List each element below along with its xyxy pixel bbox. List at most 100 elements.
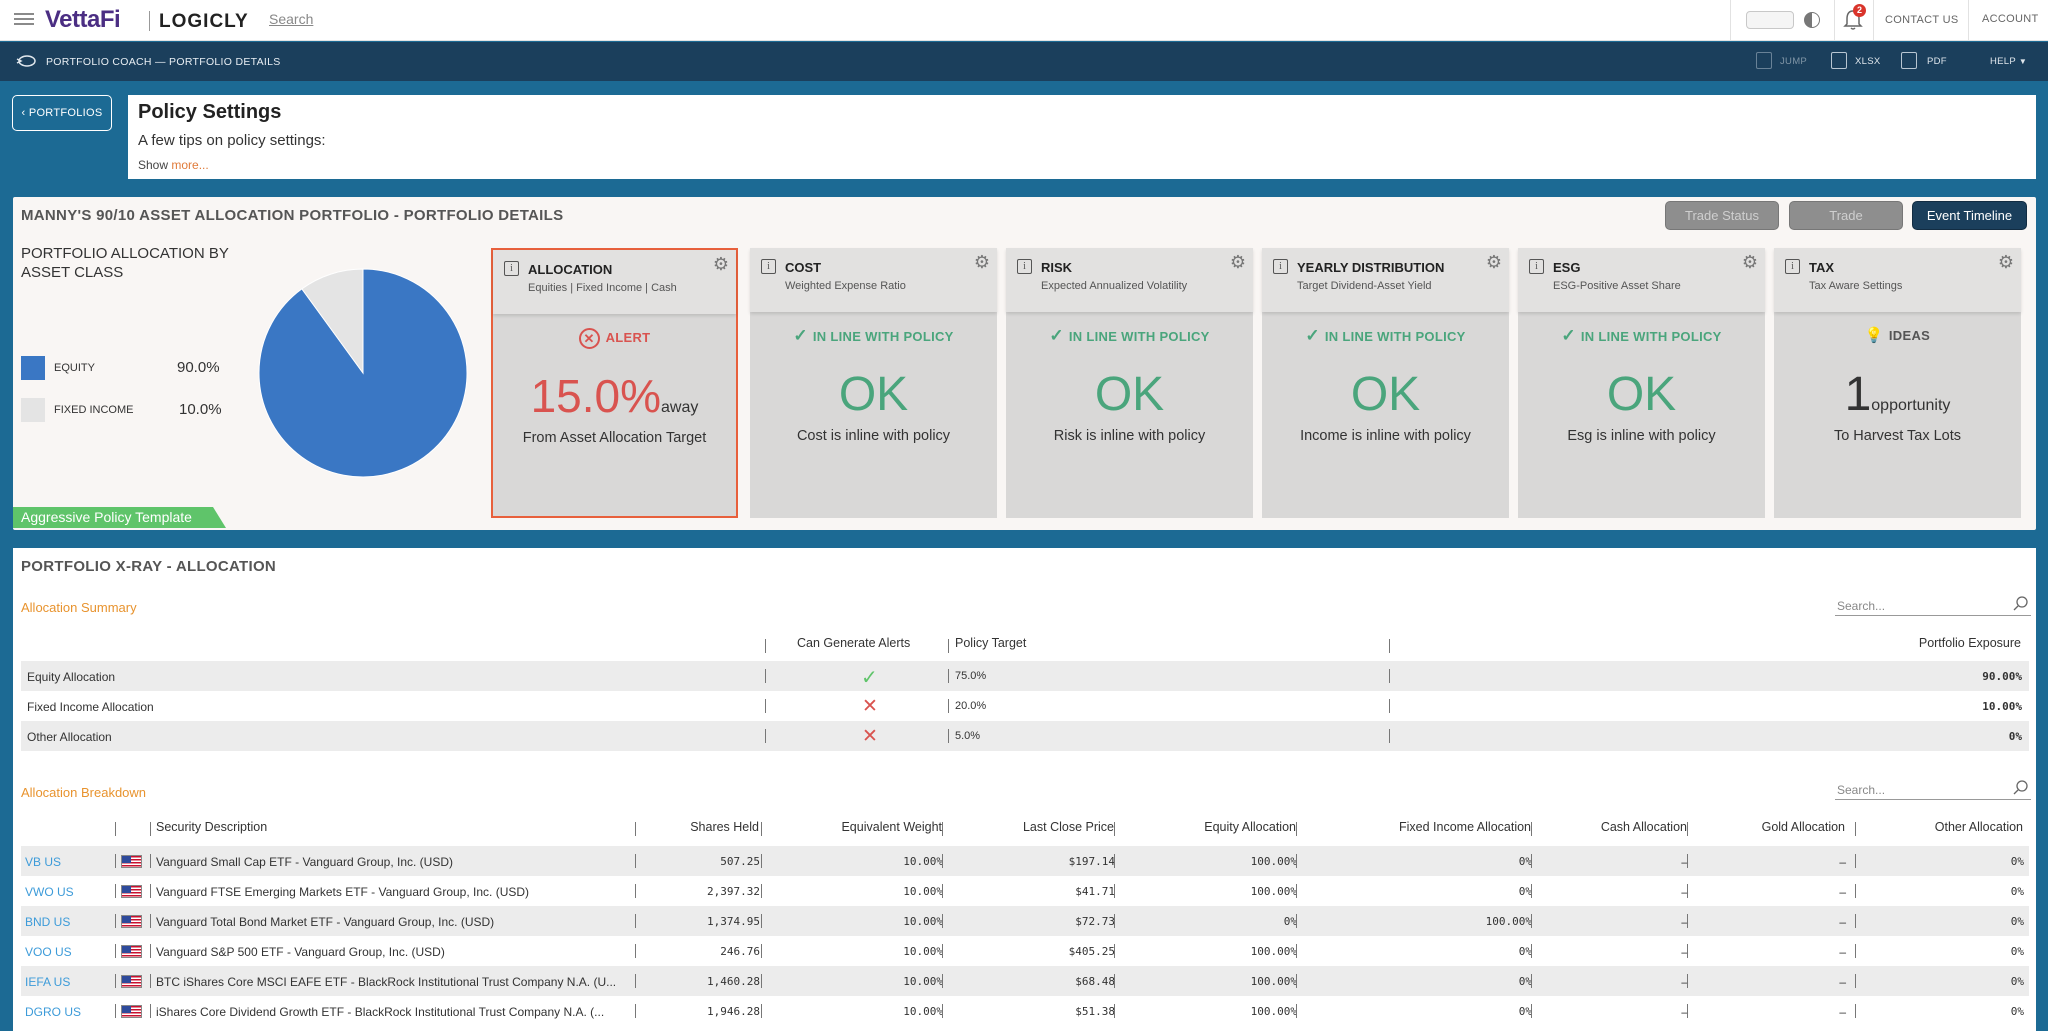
equivalent-weight: 10.00% [903, 885, 943, 898]
jump-link[interactable]: JUMP [1780, 56, 1808, 67]
info-icon[interactable]: i [761, 259, 776, 274]
pdf-icon[interactable] [1901, 52, 1917, 69]
policy-template-tag[interactable]: Aggressive Policy Template [13, 507, 226, 528]
ticker-link[interactable]: VWO US [25, 885, 74, 899]
table-row[interactable]: BND US Vanguard Total Bond Market ETF - … [21, 906, 2029, 936]
info-icon[interactable]: i [504, 261, 519, 276]
column-divider [948, 639, 949, 653]
table-row[interactable]: DGRO US iShares Core Dividend Growth ETF… [21, 996, 2029, 1026]
info-icon[interactable]: i [1273, 259, 1288, 274]
logo-product[interactable]: LOGICLY [159, 11, 249, 32]
card-allocation[interactable]: i ALLOCATION Equities | Fixed Income | C… [491, 248, 738, 518]
shares-held: 1,946.28 [707, 1005, 760, 1018]
allocation-breakdown-heading: Allocation Breakdown [21, 785, 147, 800]
table-row[interactable]: Equity Allocation ✓ 75.0% 90.00% [21, 661, 2029, 691]
back-to-portfolios-button[interactable]: ‹ PORTFOLIOS [12, 95, 112, 131]
xlsx-export-link[interactable]: XLSX [1855, 56, 1881, 67]
search-icon[interactable] [2013, 596, 2029, 612]
pie-slice-fixed-income[interactable] [301, 268, 364, 375]
event-timeline-button[interactable]: Event Timeline [1912, 201, 2027, 230]
account-link[interactable]: ACCOUNT [1982, 13, 2039, 25]
ticker-link[interactable]: VOO US [25, 945, 72, 959]
gear-icon[interactable]: ⚙ [1741, 252, 1758, 272]
ticker-link[interactable]: VB US [25, 855, 62, 869]
logo-brand[interactable]: VettaFi [45, 6, 121, 33]
header-shares-held[interactable]: Shares Held [690, 820, 759, 834]
global-search[interactable]: Search [269, 11, 314, 27]
breakdown-search[interactable]: Search... [1835, 780, 2031, 800]
gear-icon[interactable]: ⚙ [1229, 252, 1246, 272]
last-close-price: $72.73 [1075, 915, 1115, 928]
header-security-description[interactable]: Security Description [156, 820, 268, 834]
table-row[interactable]: Other Allocation ✕ 5.0% 0% [21, 721, 2029, 751]
header-last-close-price[interactable]: Last Close Price [1022, 820, 1114, 834]
trade-button[interactable]: Trade [1789, 201, 1903, 230]
card-status: 💡 IDEAS [1774, 326, 2021, 344]
table-row[interactable]: Fixed Income Allocation ✕ 20.0% 10.00% [21, 691, 2029, 721]
fixed-income-allocation: 100.00% [1485, 915, 1532, 928]
card-title: ESG [1553, 260, 1581, 275]
column-divider [1687, 1004, 1688, 1018]
header-other-allocation[interactable]: Other Allocation [1934, 820, 2023, 834]
theme-toggle[interactable] [1746, 11, 1794, 29]
equivalent-weight: 10.00% [903, 855, 943, 868]
card-subtitle: Target Dividend-Asset Yield [1297, 280, 1432, 292]
header-equity-allocation[interactable]: Equity Allocation [1204, 820, 1296, 834]
gear-icon[interactable]: ⚙ [1485, 252, 1502, 272]
info-icon[interactable]: i [1017, 259, 1032, 274]
info-icon[interactable]: i [1529, 259, 1544, 274]
card-subtitle: Equities | Fixed Income | Cash [528, 282, 677, 294]
card-risk[interactable]: i RISK Expected Annualized Volatility ⚙ … [1006, 248, 1253, 518]
summary-search[interactable]: Search... [1835, 596, 2031, 616]
more-link[interactable]: more... [171, 158, 209, 172]
card-tax[interactable]: i TAX Tax Aware Settings ⚙ 💡 IDEAS 1oppor… [1774, 248, 2021, 518]
column-divider [1531, 854, 1532, 868]
cash-allocation: – [1681, 885, 1688, 899]
legend-swatch-equity [21, 356, 45, 380]
column-divider [150, 944, 151, 958]
column-divider [1389, 699, 1390, 713]
pdf-export-link[interactable]: PDF [1927, 56, 1947, 67]
equity-allocation: 100.00% [1250, 885, 1297, 898]
header-fixed-income-allocation[interactable]: Fixed Income Allocation [1398, 820, 1531, 834]
trade-status-button[interactable]: Trade Status [1665, 201, 1779, 230]
header-policy-target[interactable]: Policy Target [955, 636, 1027, 650]
ticker-link[interactable]: DGRO US [25, 1005, 82, 1019]
card-yearly-distribution[interactable]: i YEARLY DISTRIBUTION Target Dividend-As… [1262, 248, 1509, 518]
legend-value-fixed-income: 10.0% [179, 401, 222, 418]
equity-allocation: 100.00% [1250, 975, 1297, 988]
contact-us-link[interactable]: CONTACT US [1885, 14, 1959, 26]
card-esg[interactable]: i ESG ESG-Positive Asset Share ⚙ ✓ IN LIN… [1518, 248, 1765, 518]
column-divider [942, 974, 943, 988]
table-row[interactable]: VWO US Vanguard FTSE Emerging Markets ET… [21, 876, 2029, 906]
header-cash-allocation[interactable]: Cash Allocation [1600, 820, 1687, 834]
coach-icon [16, 55, 36, 67]
menu-icon[interactable] [14, 10, 34, 30]
ticker-link[interactable]: BND US [25, 915, 71, 929]
header-gold-allocation[interactable]: Gold Allocation [1761, 820, 1845, 834]
gear-icon[interactable]: ⚙ [712, 254, 729, 274]
column-divider [1296, 884, 1297, 898]
gear-icon[interactable]: ⚙ [1997, 252, 2014, 272]
contrast-icon[interactable] [1804, 12, 1820, 28]
xlsx-icon[interactable] [1831, 52, 1847, 69]
gear-icon[interactable]: ⚙ [973, 252, 990, 272]
info-icon[interactable]: i [1785, 259, 1800, 274]
column-divider [150, 854, 151, 868]
column-divider [765, 729, 766, 743]
header-can-generate-alerts[interactable]: Can Generate Alerts [797, 636, 911, 650]
table-row[interactable]: VB US Vanguard Small Cap ETF - Vanguard … [21, 846, 2029, 876]
jump-icon[interactable] [1756, 52, 1772, 69]
table-row[interactable]: VOO US Vanguard S&P 500 ETF - Vanguard G… [21, 936, 2029, 966]
help-menu[interactable]: HELP ▼ [1990, 56, 2027, 67]
search-icon[interactable] [2013, 780, 2029, 796]
column-divider [1687, 914, 1688, 928]
portfolio-exposure: 10.00% [1982, 700, 2022, 713]
other-allocation: 0% [2010, 1005, 2024, 1018]
card-cost[interactable]: i COST Weighted Expense Ratio ⚙ ✓ IN LINE… [750, 248, 997, 518]
ticker-link[interactable]: IEFA US [25, 975, 71, 989]
header-portfolio-exposure[interactable]: Portfolio Exposure [1918, 636, 2021, 650]
table-row[interactable]: IEFA US BTC iShares Core MSCI EAFE ETF -… [21, 966, 2029, 996]
card-suffix: opportunity [1871, 397, 1951, 414]
header-equivalent-weight[interactable]: Equivalent Weight [841, 820, 942, 834]
